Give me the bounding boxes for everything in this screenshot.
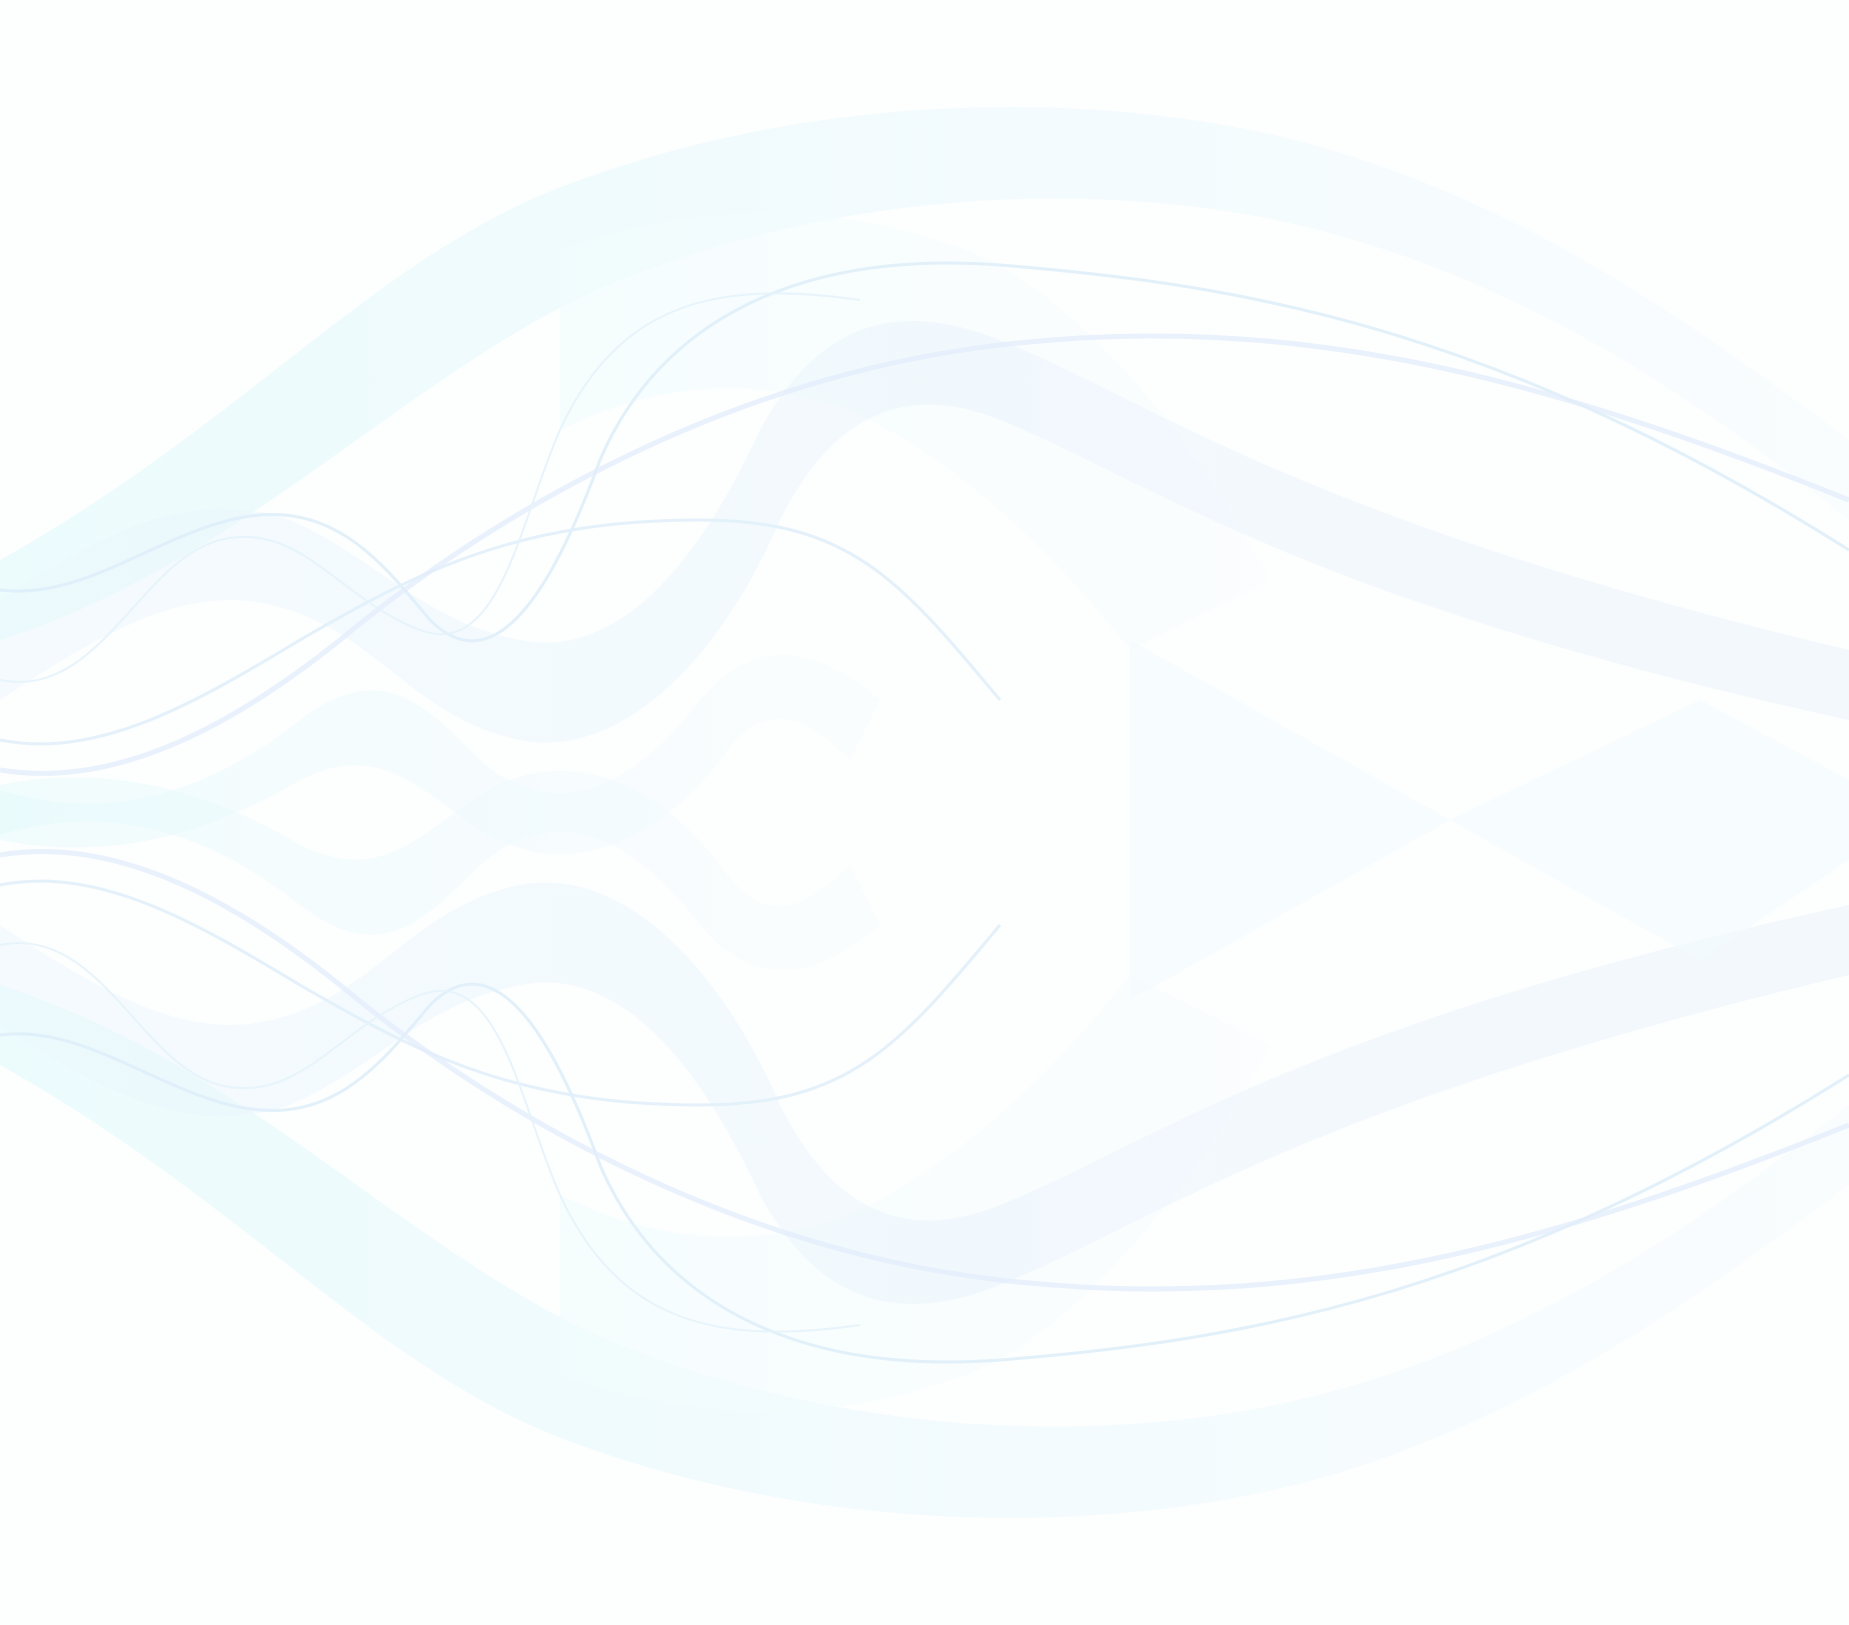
- lower-thin-line-4: [0, 942, 861, 1333]
- upper-wave-group: [0, 107, 1849, 855]
- upper-thin-line-3: [0, 333, 1849, 776]
- lower-diagonal-band: [560, 975, 1270, 1412]
- upper-outer-arc: [0, 107, 1849, 641]
- lower-mid-ribbon: [0, 882, 1849, 1305]
- upper-thin-line-2: [0, 518, 1002, 746]
- upper-diagonal-band: [560, 213, 1270, 650]
- upper-ribbon-lower: [0, 654, 880, 855]
- lower-outer-arc: [0, 985, 1849, 1518]
- lower-thin-line-2: [0, 879, 1002, 1107]
- lower-ribbon-lower: [0, 770, 880, 971]
- lower-thin-line-1: [0, 982, 1849, 1364]
- lower-wave-group: [0, 770, 1849, 1518]
- upper-thin-line-1: [0, 261, 1849, 643]
- right-diamond-shape: [1130, 640, 1849, 1000]
- lower-thin-line-3: [0, 849, 1849, 1292]
- upper-mid-ribbon: [0, 320, 1849, 743]
- upper-thin-line-4: [0, 292, 861, 683]
